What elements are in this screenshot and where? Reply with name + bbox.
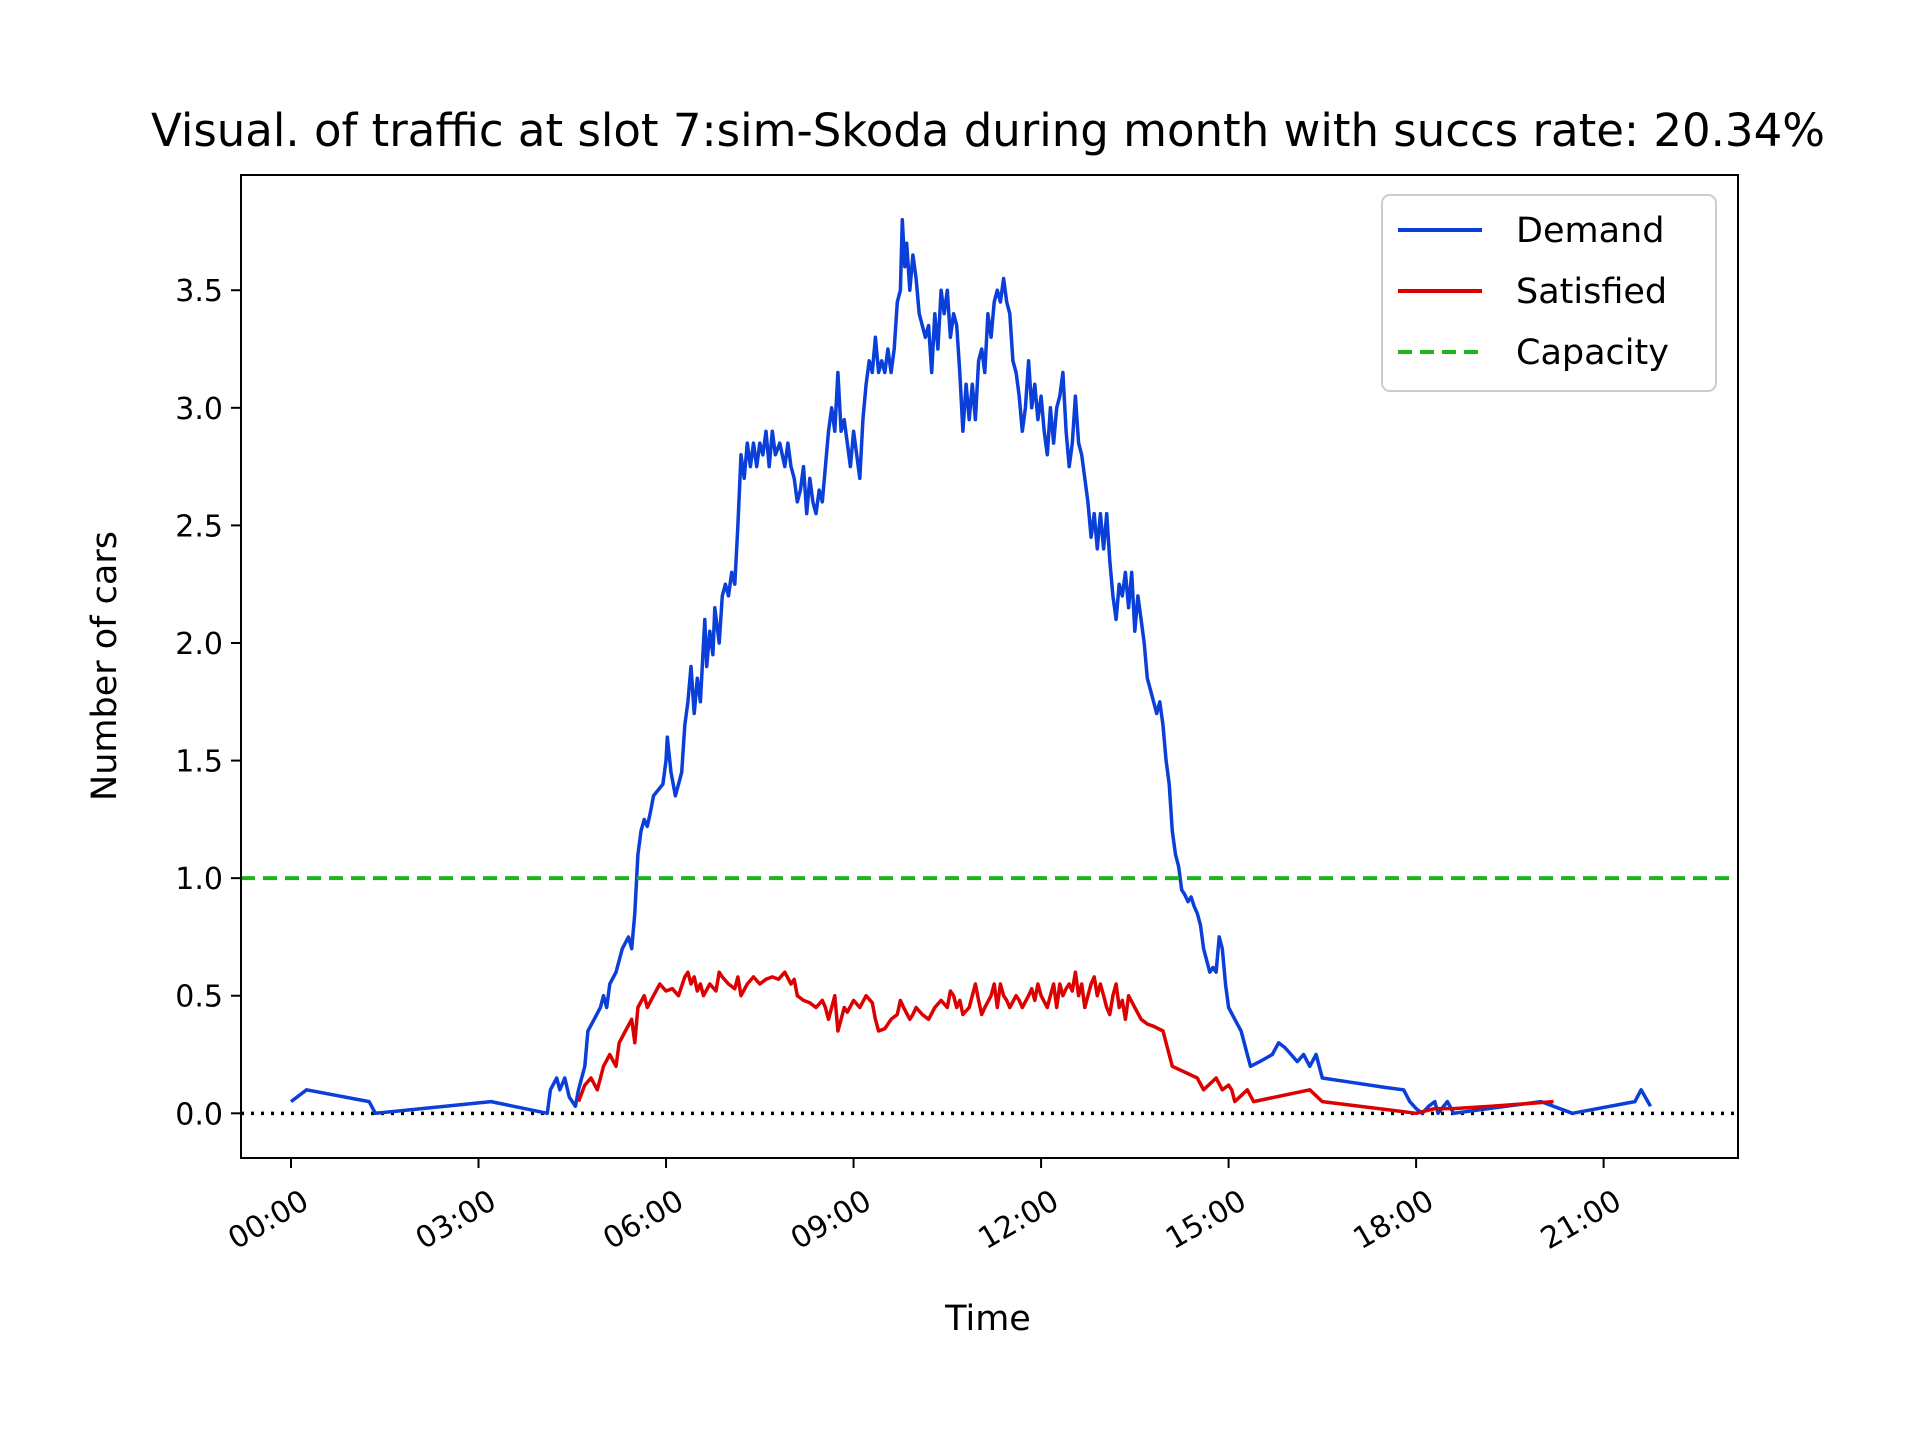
x-tick-label: 15:00 xyxy=(1160,1183,1252,1257)
y-tick-label: 3.0 xyxy=(175,392,223,427)
y-tick-label: 3.5 xyxy=(175,274,223,309)
x-tick-label: 18:00 xyxy=(1348,1183,1440,1257)
legend: Demand Satisfied Capacity xyxy=(1381,194,1717,392)
x-tick-label: 21:00 xyxy=(1535,1183,1627,1257)
x-axis: 00:00 03:00 06:00 09:00 12:00 15:00 18:00 21:00 xyxy=(222,1158,1627,1257)
x-tick-label: 06:00 xyxy=(597,1183,689,1257)
x-tick-label: 09:00 xyxy=(785,1183,877,1257)
demand-series-line xyxy=(289,217,1653,1116)
chart-title: Visual. of traffic at slot 7:sim-Skoda d… xyxy=(151,104,1825,157)
legend-box xyxy=(1381,194,1717,392)
plot-area xyxy=(241,217,1738,1116)
x-tick-label: 03:00 xyxy=(410,1183,502,1257)
x-axis-label: Time xyxy=(944,1299,1031,1339)
x-tick-label: 00:00 xyxy=(222,1183,314,1257)
legend-label-capacity: Capacity xyxy=(1516,333,1669,373)
y-tick-label: 2.5 xyxy=(175,509,223,544)
y-tick-label: 2.0 xyxy=(175,627,223,662)
y-tick-label: 1.0 xyxy=(175,862,223,897)
y-tick-label: 0.5 xyxy=(175,980,223,1015)
plot-frame xyxy=(240,174,1739,1159)
x-tick-label: 12:00 xyxy=(973,1183,1065,1257)
y-tick-label: 1.5 xyxy=(175,745,223,780)
y-axis-label: Number of cars xyxy=(85,531,125,801)
y-axis: 0.0 0.5 1.0 1.5 2.0 2.5 3.0 3.5 xyxy=(175,274,241,1132)
legend-label-satisfied: Satisfied xyxy=(1516,272,1667,312)
satisfied-series-line xyxy=(576,970,1554,1116)
y-tick-label: 0.0 xyxy=(175,1097,223,1132)
legend-label-demand: Demand xyxy=(1516,211,1664,251)
